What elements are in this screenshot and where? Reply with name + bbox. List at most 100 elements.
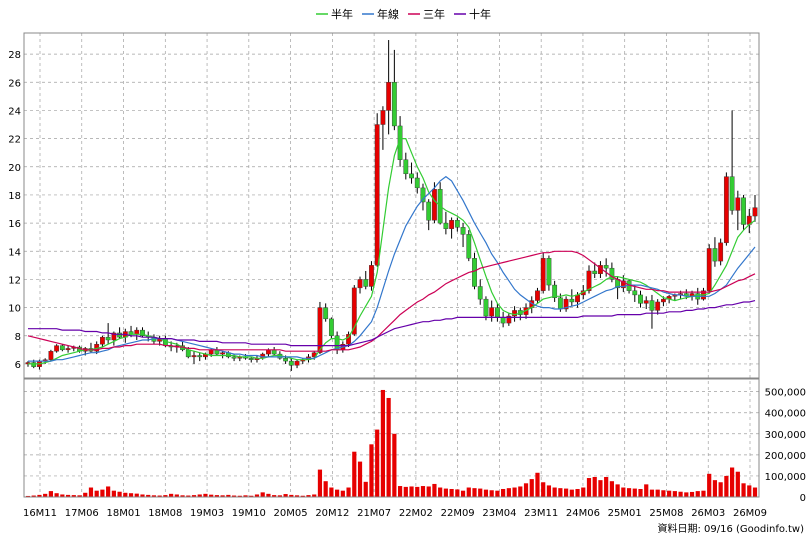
volume-bar xyxy=(409,486,414,497)
chart-legend: 半年 年線 三年 十年 xyxy=(316,7,491,21)
volume-bar xyxy=(563,488,569,497)
volume-bar xyxy=(94,490,99,497)
candle-body xyxy=(208,349,214,355)
legend-entry-three-year: 三年 xyxy=(408,7,445,21)
date-tick-label: 17M06 xyxy=(65,508,99,519)
ten-year-ma-line xyxy=(28,300,756,347)
candle-body xyxy=(718,242,724,262)
volume-bar xyxy=(569,489,574,497)
volume-bar xyxy=(386,397,391,497)
volume-bar xyxy=(191,495,197,497)
candle-body xyxy=(552,284,558,298)
volume-bar xyxy=(432,483,437,497)
candle-body xyxy=(191,355,197,358)
volume-bar xyxy=(707,473,712,497)
date-tick-label: 25M01 xyxy=(608,508,642,519)
volume-bar xyxy=(535,472,540,497)
price-candles xyxy=(25,40,758,371)
price-tick-label: 28 xyxy=(8,50,21,61)
volume-bar xyxy=(558,488,563,497)
volume-bar xyxy=(689,491,695,497)
volume-bar xyxy=(541,482,546,497)
candle-body xyxy=(603,265,609,269)
volume-bar xyxy=(632,488,637,497)
volume-bar xyxy=(294,495,300,497)
candle-body xyxy=(374,124,380,266)
candle-body xyxy=(563,298,569,310)
volume-bar xyxy=(329,487,334,497)
date-tick-label: 16M11 xyxy=(23,508,57,519)
volume-bar xyxy=(243,495,248,497)
volume-bar xyxy=(684,492,689,497)
candle-body xyxy=(752,207,758,217)
volume-bar xyxy=(438,487,443,497)
volume-bar xyxy=(60,494,65,497)
candle-body xyxy=(31,362,37,367)
volume-bar xyxy=(655,489,660,497)
volume-bar xyxy=(695,491,700,497)
volume-bar xyxy=(197,494,202,497)
volume-bar xyxy=(151,495,157,497)
volume-bar xyxy=(604,476,609,497)
volume-bar xyxy=(254,494,260,497)
volume-bar xyxy=(48,491,53,497)
volume-bar xyxy=(117,491,122,497)
volume-bar xyxy=(272,495,277,497)
volume-bar xyxy=(575,488,580,497)
volume-tick-label: 400,000 xyxy=(765,409,806,420)
candle-body xyxy=(283,358,288,362)
candle-body xyxy=(288,360,294,366)
candle-body xyxy=(712,248,718,262)
volume-bar xyxy=(346,487,351,497)
candle-body xyxy=(569,298,575,303)
volume-bar xyxy=(518,486,523,497)
volume-bar xyxy=(403,486,408,497)
date-tick-label: 19M10 xyxy=(232,508,266,519)
candle-body xyxy=(495,307,500,318)
volume-bar xyxy=(306,495,311,497)
date-tick-label: 20M05 xyxy=(274,508,308,519)
volume-bar xyxy=(43,493,48,497)
volume-bar xyxy=(649,489,655,497)
candle-body xyxy=(575,294,580,303)
candle-body xyxy=(54,345,60,352)
date-tick-label: 21M07 xyxy=(357,508,391,519)
volume-bar xyxy=(237,495,242,497)
volume-bar xyxy=(65,494,71,497)
volume-bar xyxy=(638,488,643,497)
volume-bar xyxy=(100,489,105,497)
volume-bar xyxy=(426,486,431,497)
candle-body xyxy=(100,336,105,345)
candle-body xyxy=(386,82,392,111)
volume-bar xyxy=(730,467,735,497)
candle-body xyxy=(351,287,357,335)
volume-bar xyxy=(586,478,592,497)
candle-body xyxy=(117,332,122,338)
volume-bar xyxy=(209,494,214,497)
date-tick-label: 18M08 xyxy=(148,508,182,519)
candle-body xyxy=(454,220,460,228)
volume-bar xyxy=(111,490,116,497)
volume-bar xyxy=(466,487,471,497)
date-tick-label: 25M08 xyxy=(649,508,683,519)
candle-body xyxy=(317,307,323,353)
candle-body xyxy=(638,294,643,304)
price-plot-frame xyxy=(23,32,760,379)
volume-bar xyxy=(701,490,706,497)
price-tick-label: 14 xyxy=(8,247,21,258)
date-tick-label: 19M03 xyxy=(190,508,224,519)
candle-body xyxy=(369,265,374,287)
candle-body xyxy=(403,159,409,175)
candle-body xyxy=(294,360,300,366)
candle-body xyxy=(414,177,420,189)
price-tick-label: 22 xyxy=(8,135,21,146)
volume-bar xyxy=(546,485,552,497)
volume-bar xyxy=(312,494,317,497)
candle-body xyxy=(432,189,437,221)
candle-body xyxy=(592,270,598,274)
volume-bar xyxy=(340,490,345,497)
legend-label-three-year: 三年 xyxy=(423,7,445,21)
candle-body xyxy=(546,258,552,286)
volume-bar xyxy=(266,493,271,497)
candle-body xyxy=(231,356,237,359)
